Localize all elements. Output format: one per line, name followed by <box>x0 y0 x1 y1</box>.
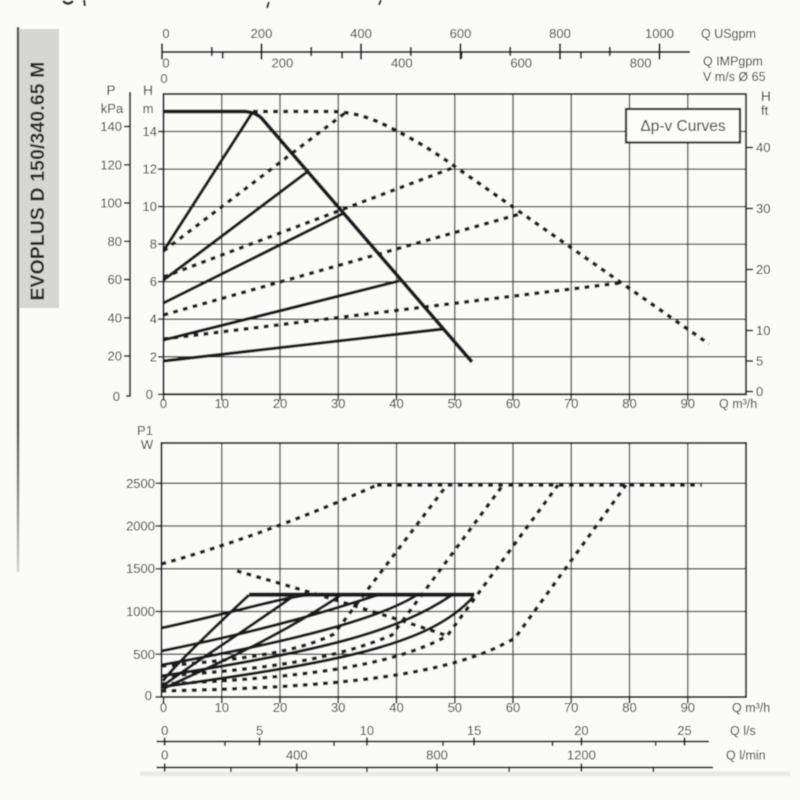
svg-text:Q m³/h: Q m³/h <box>732 701 770 715</box>
svg-text:EVOPLUS D 150/340.65 M: EVOPLUS D 150/340.65 M <box>28 61 49 300</box>
svg-text:40: 40 <box>756 140 770 155</box>
svg-text:0: 0 <box>756 384 763 399</box>
svg-text:5: 5 <box>756 354 763 369</box>
svg-text:Q l/min: Q l/min <box>726 749 766 763</box>
svg-text:0: 0 <box>145 688 152 703</box>
svg-text:20: 20 <box>574 723 588 738</box>
svg-text:ft: ft <box>761 103 769 118</box>
svg-text:H: H <box>761 89 771 104</box>
svg-text:70: 70 <box>564 396 578 411</box>
svg-text:Δp-v Curves: Δp-v Curves <box>640 118 726 135</box>
svg-text:400: 400 <box>286 748 308 763</box>
svg-text:0: 0 <box>146 387 153 402</box>
svg-text:500: 500 <box>133 647 155 662</box>
svg-text:60: 60 <box>506 396 520 411</box>
svg-text:0: 0 <box>162 26 169 41</box>
svg-text:1200: 1200 <box>567 748 596 763</box>
svg-text:200: 200 <box>272 56 294 71</box>
svg-text:25: 25 <box>677 723 691 738</box>
svg-text:0: 0 <box>162 56 169 71</box>
svg-text:40: 40 <box>389 700 403 715</box>
svg-text:0: 0 <box>160 700 167 715</box>
svg-text:P: P <box>106 83 115 98</box>
svg-text:600: 600 <box>510 56 532 71</box>
svg-text:Q m³/h: Q m³/h <box>719 397 757 411</box>
svg-text:0: 0 <box>160 71 167 86</box>
svg-text:0: 0 <box>161 748 168 763</box>
svg-text:50: 50 <box>448 700 462 715</box>
svg-text:50: 50 <box>448 396 462 411</box>
svg-text:400: 400 <box>350 26 372 41</box>
svg-text:100: 100 <box>100 196 122 211</box>
svg-text:120: 120 <box>100 157 122 172</box>
svg-text:14: 14 <box>143 124 157 139</box>
svg-text:20: 20 <box>273 700 287 715</box>
svg-text:6: 6 <box>150 274 157 289</box>
svg-text:140: 140 <box>100 119 122 134</box>
svg-text:20: 20 <box>108 349 122 364</box>
svg-text:1500: 1500 <box>126 561 155 576</box>
svg-text:20: 20 <box>273 396 287 411</box>
svg-text:4: 4 <box>150 312 157 327</box>
svg-text:10: 10 <box>756 323 770 338</box>
svg-text:40: 40 <box>108 310 122 325</box>
svg-text:10: 10 <box>215 700 229 715</box>
svg-text:12: 12 <box>143 162 157 177</box>
svg-text:200: 200 <box>251 26 273 41</box>
svg-text:20: 20 <box>756 262 770 277</box>
svg-text:60: 60 <box>108 272 122 287</box>
svg-text:400: 400 <box>391 56 413 71</box>
svg-text:V m/s Ø 65: V m/s Ø 65 <box>703 70 766 84</box>
svg-text:30: 30 <box>756 201 770 216</box>
svg-text:90: 90 <box>681 396 695 411</box>
svg-text:Q IMPgpm: Q IMPgpm <box>703 55 763 69</box>
svg-text:10: 10 <box>143 199 157 214</box>
svg-text:1000: 1000 <box>645 26 674 41</box>
svg-text:90: 90 <box>681 700 695 715</box>
svg-text:5: 5 <box>256 723 263 738</box>
svg-text:P1: P1 <box>137 423 153 438</box>
svg-text:2: 2 <box>150 349 157 364</box>
svg-text:70: 70 <box>564 700 578 715</box>
svg-text:600: 600 <box>450 26 472 41</box>
svg-text:800: 800 <box>630 56 652 71</box>
svg-text:H: H <box>143 83 153 98</box>
svg-text:1000: 1000 <box>126 604 155 619</box>
svg-text:0: 0 <box>113 389 120 404</box>
svg-text:0: 0 <box>161 723 168 738</box>
svg-text:30: 30 <box>331 700 345 715</box>
svg-text:800: 800 <box>549 26 571 41</box>
svg-text:2500: 2500 <box>126 476 155 491</box>
svg-text:30: 30 <box>331 396 345 411</box>
svg-text:10: 10 <box>215 396 229 411</box>
svg-text:80: 80 <box>108 234 122 249</box>
svg-text:Q l/s: Q l/s <box>730 724 756 738</box>
svg-text:60: 60 <box>506 700 520 715</box>
svg-text:8: 8 <box>150 237 157 252</box>
svg-text:0: 0 <box>160 396 167 411</box>
svg-text:m: m <box>143 101 154 116</box>
svg-text:80: 80 <box>622 396 636 411</box>
svg-text:40: 40 <box>389 396 403 411</box>
svg-text:Q USgpm: Q USgpm <box>701 27 756 41</box>
svg-text:W: W <box>141 437 154 452</box>
svg-text:10: 10 <box>360 723 374 738</box>
svg-text:kPa: kPa <box>101 101 124 116</box>
svg-text:80: 80 <box>622 700 636 715</box>
svg-text:2000: 2000 <box>126 519 155 534</box>
svg-text:15: 15 <box>467 723 481 738</box>
svg-text:800: 800 <box>426 748 448 763</box>
